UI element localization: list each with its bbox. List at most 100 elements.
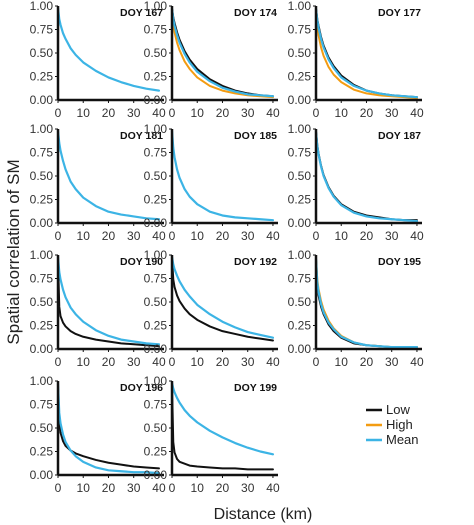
- y-tick-label: 1.00: [30, 0, 54, 13]
- panel-title: DOY 196: [120, 382, 163, 394]
- x-tick-label: 10: [191, 229, 205, 243]
- x-tick-label: 0: [55, 106, 62, 120]
- series-low-line: [315, 258, 418, 349]
- y-tick-label: 0.25: [30, 70, 54, 84]
- y-tick-label: 0.50: [30, 421, 54, 435]
- x-tick-label: 40: [152, 106, 166, 120]
- panel-title: DOY 195: [378, 256, 421, 268]
- x-tick-label: 10: [335, 106, 349, 120]
- series-low-line: [315, 7, 418, 99]
- panel-9: 0.00 0.25 0.50 0.75 1.00 0 10 20 30 40 DOY 195: [288, 248, 424, 369]
- x-tick-label: 10: [77, 355, 91, 369]
- x-axis-label: Distance (km): [214, 506, 313, 523]
- series-low-line: [315, 130, 418, 222]
- y-tick-label: 0.00: [144, 216, 168, 230]
- y-tick-label: 0.75: [144, 398, 168, 412]
- x-tick-label: 40: [410, 355, 424, 369]
- y-tick-label: 0.25: [144, 193, 168, 207]
- panel-6: 0.00 0.25 0.50 0.75 1.00 0 10 20 30 40 DOY 187: [288, 122, 424, 243]
- x-tick-label: 20: [216, 229, 230, 243]
- series-mean-line: [56, 382, 161, 475]
- x-tick-label: 0: [169, 481, 176, 495]
- series-mean-line: [170, 7, 275, 98]
- x-tick-label: 20: [216, 481, 230, 495]
- y-tick-label: 0.25: [144, 319, 168, 333]
- y-tick-label: 0.25: [288, 70, 312, 84]
- y-tick-label: 0.00: [288, 93, 312, 107]
- y-tick-label: 0.50: [288, 295, 312, 309]
- y-tick-label: 0.25: [30, 319, 54, 333]
- y-tick-label: 0.25: [144, 445, 168, 459]
- x-tick-label: 0: [169, 229, 176, 243]
- y-tick-label: 1.00: [30, 374, 54, 388]
- y-tick-label: 0.00: [30, 93, 54, 107]
- x-tick-label: 0: [313, 229, 320, 243]
- panel-5: 0.00 0.25 0.50 0.75 1.00 0 10 20 30 40 DOY 185: [144, 122, 280, 243]
- y-tick-label: 0.00: [144, 93, 168, 107]
- x-tick-label: 40: [266, 106, 280, 120]
- x-tick-label: 30: [241, 106, 255, 120]
- series-mean-line: [170, 255, 275, 339]
- series-low-line: [171, 384, 274, 471]
- x-tick-label: 0: [313, 355, 320, 369]
- series-low-line: [171, 256, 274, 342]
- x-tick-label: 10: [77, 481, 91, 495]
- y-tick-label: 1.00: [288, 122, 312, 136]
- panel-title: DOY 190: [120, 256, 163, 268]
- panel-11: 0.00 0.25 0.50 0.75 1.00 0 10 20 30 40 DOY 199: [144, 374, 280, 495]
- y-tick-label: 0.75: [30, 146, 54, 160]
- panel-title: DOY 192: [234, 256, 277, 268]
- y-tick-label: 0.25: [30, 193, 54, 207]
- y-tick-label: 1.00: [288, 0, 312, 13]
- x-tick-label: 20: [216, 355, 230, 369]
- y-tick-label: 1.00: [144, 374, 168, 388]
- x-tick-label: 30: [127, 106, 141, 120]
- x-tick-label: 0: [313, 106, 320, 120]
- y-tick-label: 0.75: [288, 146, 312, 160]
- x-tick-label: 10: [77, 229, 91, 243]
- x-tick-label: 40: [152, 355, 166, 369]
- y-tick-label: 0.50: [30, 295, 54, 309]
- panel-2: 0.00 0.25 0.50 0.75 1.00 0 10 20 30 40 DOY 174: [144, 0, 280, 120]
- x-tick-label: 40: [266, 229, 280, 243]
- y-tick-label: 0.00: [288, 342, 312, 356]
- y-tick-label: 1.00: [144, 0, 168, 13]
- x-tick-label: 20: [102, 355, 116, 369]
- y-tick-label: 0.00: [144, 342, 168, 356]
- panel-title: DOY 174: [234, 7, 277, 19]
- y-tick-label: 1.00: [144, 122, 168, 136]
- x-tick-label: 30: [385, 355, 399, 369]
- panel-title: DOY 181: [120, 130, 163, 142]
- panel-title: DOY 177: [378, 7, 421, 19]
- x-tick-label: 0: [169, 355, 176, 369]
- x-tick-label: 40: [410, 106, 424, 120]
- x-tick-label: 20: [216, 106, 230, 120]
- x-tick-label: 30: [385, 229, 399, 243]
- y-tick-label: 0.50: [288, 46, 312, 60]
- x-tick-label: 10: [191, 106, 205, 120]
- panel-7: 0.00 0.25 0.50 0.75 1.00 0 10 20 30 40 DOY 190: [30, 248, 166, 369]
- y-tick-label: 0.25: [30, 445, 54, 459]
- y-tick-label: 0.50: [144, 169, 168, 183]
- y-tick-label: 0.75: [30, 23, 54, 37]
- series-high-line: [315, 257, 418, 349]
- x-tick-label: 10: [77, 106, 91, 120]
- panel-title: DOY 185: [234, 130, 277, 142]
- series-mean-line: [314, 257, 419, 349]
- x-tick-label: 10: [191, 355, 205, 369]
- x-tick-label: 20: [360, 106, 374, 120]
- y-tick-label: 0.25: [288, 319, 312, 333]
- series-mean-line: [314, 7, 419, 99]
- y-tick-label: 1.00: [30, 122, 54, 136]
- legend-label-low: Low: [386, 402, 410, 417]
- x-tick-label: 40: [152, 481, 166, 495]
- x-tick-label: 20: [102, 106, 116, 120]
- x-tick-label: 30: [385, 106, 399, 120]
- panel-4: 0.00 0.25 0.50 0.75 1.00 0 10 20 30 40 DOY 181: [30, 122, 166, 243]
- series-low-line: [57, 384, 160, 470]
- y-tick-label: 1.00: [30, 248, 54, 262]
- y-tick-label: 0.75: [144, 146, 168, 160]
- panel-8: 0.00 0.25 0.50 0.75 1.00 0 10 20 30 40 DOY 192: [144, 248, 280, 369]
- x-tick-label: 30: [241, 355, 255, 369]
